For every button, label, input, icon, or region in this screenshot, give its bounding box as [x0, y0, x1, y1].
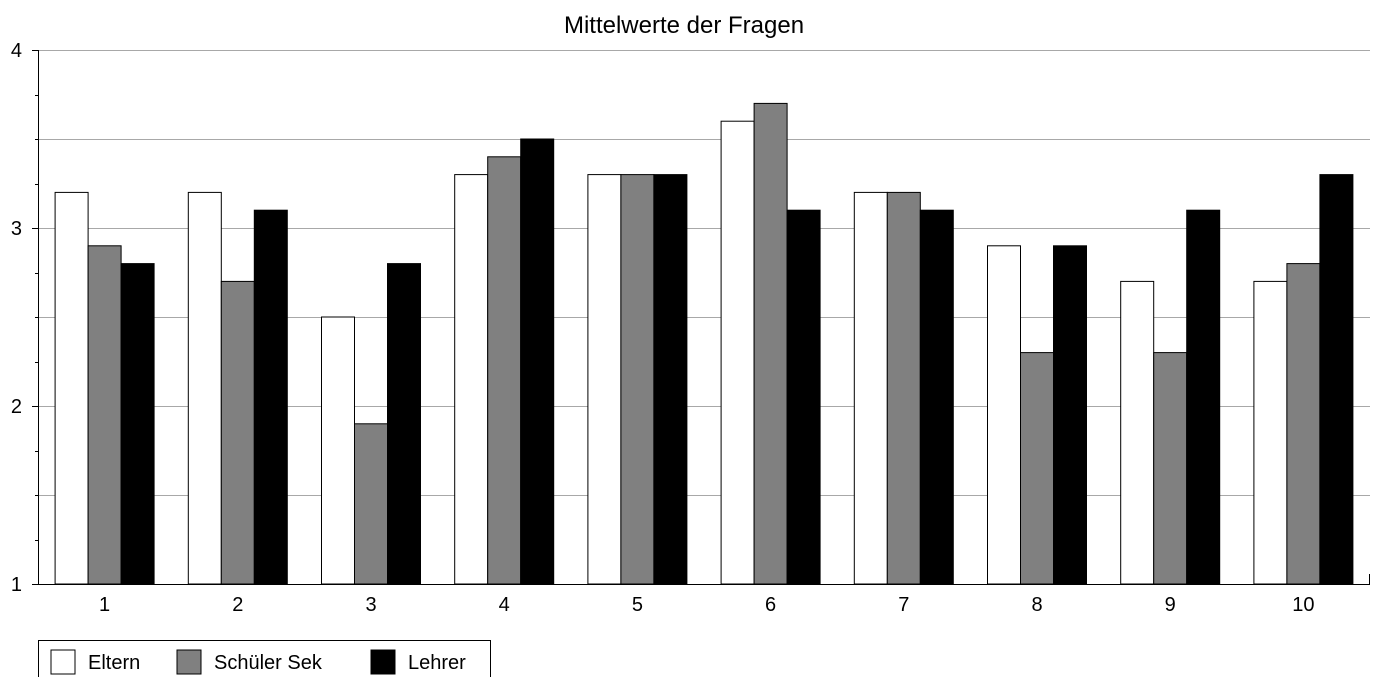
- bar-eltern-3: [321, 316, 355, 585]
- legend-label: Schüler Sek: [214, 652, 323, 674]
- legend-swatch: [50, 649, 76, 675]
- x-tick-label: 7: [898, 594, 909, 616]
- bar-eltern-5: [587, 174, 622, 585]
- bar-lehrer-10: [1319, 174, 1354, 585]
- bar-schüler-sek-2: [220, 280, 255, 585]
- bar-schüler-sek-7: [886, 191, 921, 585]
- legend-swatch: [370, 649, 396, 675]
- bar-eltern-4: [454, 174, 489, 585]
- chart-title: Mittelwerte der Fragen: [564, 12, 804, 39]
- bar-schüler-sek-5: [620, 174, 655, 585]
- bar-lehrer-2: [253, 209, 288, 585]
- legend-label: Lehrer: [408, 652, 466, 674]
- x-tick-label: 8: [1031, 594, 1042, 616]
- bar-lehrer-1: [120, 263, 155, 585]
- bar-lehrer-9: [1186, 209, 1221, 585]
- bar-eltern-8: [987, 245, 1021, 585]
- bar-schüler-sek-1: [87, 245, 122, 585]
- bar-eltern-7: [853, 191, 888, 585]
- bar-lehrer-5: [653, 174, 688, 585]
- x-tick-label: 4: [499, 594, 510, 616]
- bar-lehrer-8: [1053, 245, 1087, 585]
- bar-eltern-9: [1120, 280, 1155, 585]
- bar-eltern-6: [720, 120, 755, 585]
- bar-schüler-sek-8: [1020, 352, 1054, 585]
- x-tick-label: 2: [232, 594, 243, 616]
- x-tick-label: 6: [765, 594, 776, 616]
- bar-lehrer-6: [786, 209, 821, 585]
- legend: Eltern Schüler Sek Lehrer: [38, 640, 491, 677]
- bar-schüler-sek-4: [487, 156, 522, 585]
- bar-schüler-sek-6: [753, 102, 788, 585]
- bars: [54, 102, 1354, 585]
- x-tick-label: 1: [99, 594, 110, 616]
- x-tick-label: 5: [632, 594, 643, 616]
- legend-label: Eltern: [88, 652, 140, 674]
- bar-lehrer-4: [520, 138, 555, 585]
- bar-schüler-sek-3: [354, 423, 388, 585]
- bar-lehrer-3: [387, 263, 421, 585]
- bar-schüler-sek-9: [1153, 352, 1188, 585]
- legend-box: [38, 640, 491, 677]
- x-tick-label: 3: [365, 594, 376, 616]
- bar-lehrer-7: [919, 209, 954, 585]
- y-tick-label: 3: [11, 218, 22, 240]
- bar-schüler-sek-10: [1286, 263, 1321, 585]
- y-tick-label: 1: [11, 574, 22, 596]
- bar-eltern-10: [1253, 280, 1288, 585]
- y-tick-label: 4: [11, 40, 22, 62]
- x-tick-label: 10: [1292, 594, 1314, 616]
- axes: 1 2 3 4 1 2 3 4 5 6 7 8 9 10: [11, 40, 1370, 616]
- legend-swatch: [176, 649, 202, 675]
- x-tick-label: 9: [1165, 594, 1176, 616]
- bar-eltern-1: [54, 191, 89, 585]
- bar-eltern-2: [187, 191, 222, 585]
- y-tick-label: 2: [11, 396, 22, 418]
